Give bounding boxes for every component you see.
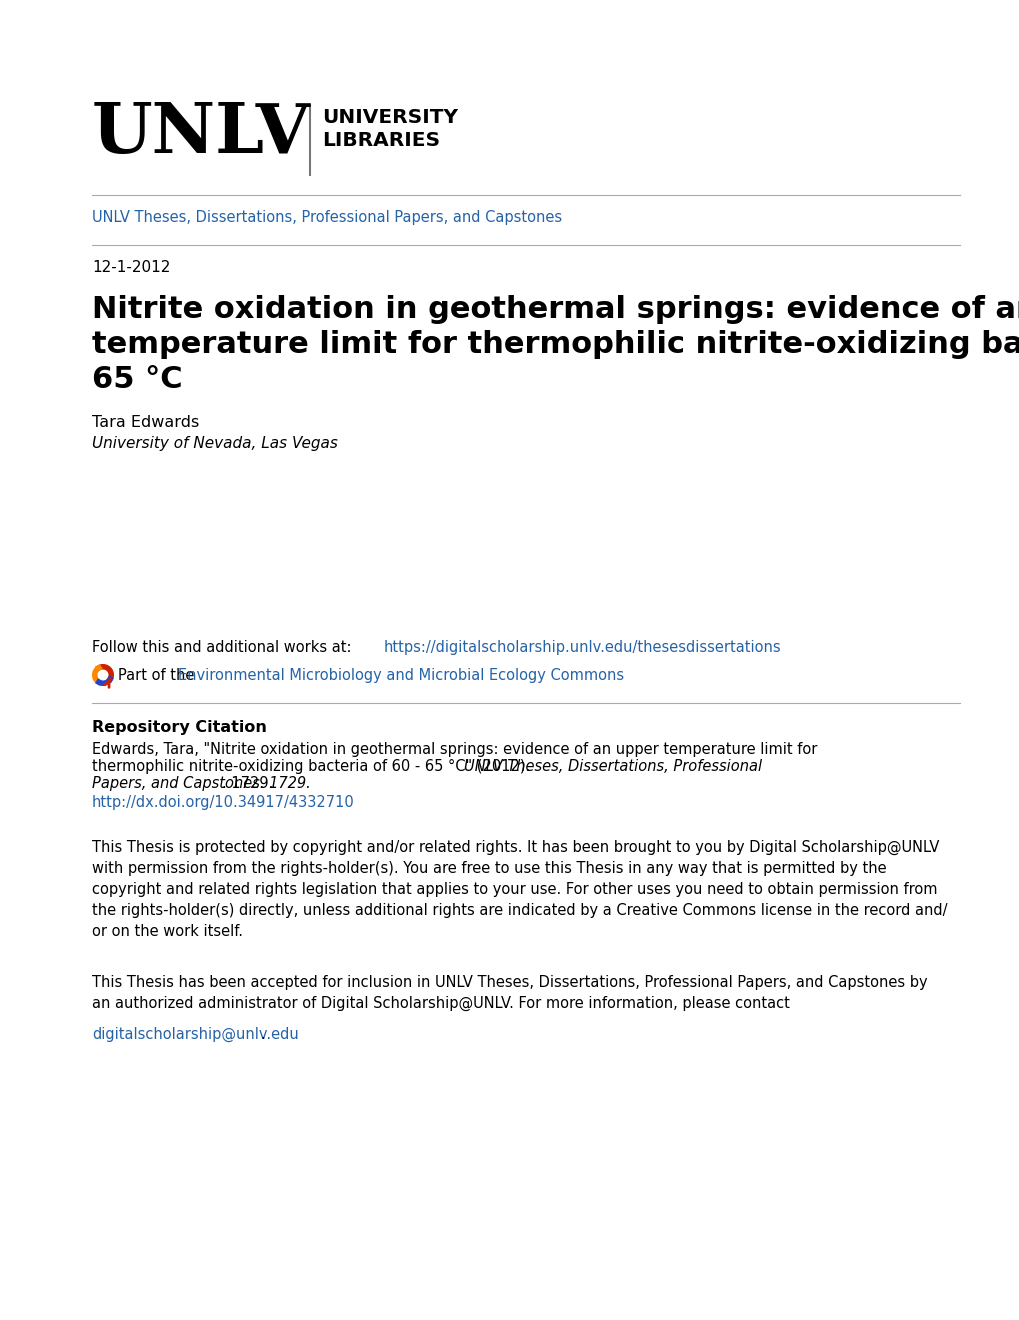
Text: UNLV Theses, Dissertations, Professional Papers, and Capstones: UNLV Theses, Dissertations, Professional… [92,210,561,224]
Text: This Thesis has been accepted for inclusion in UNLV Theses, Dissertations, Profe: This Thesis has been accepted for inclus… [92,975,926,1011]
Text: This Thesis is protected by copyright and/or related rights. It has been brought: This Thesis is protected by copyright an… [92,840,947,940]
Text: Environmental Microbiology and Microbial Ecology Commons: Environmental Microbiology and Microbial… [178,668,624,682]
Text: University of Nevada, Las Vegas: University of Nevada, Las Vegas [92,436,337,451]
Text: UNLV Theses, Dissertations, Professional: UNLV Theses, Dissertations, Professional [464,759,761,774]
Text: .: . [260,1027,265,1041]
Text: https://digitalscholarship.unlv.edu/thesesdissertations: https://digitalscholarship.unlv.edu/thes… [383,640,781,655]
Text: Nitrite oxidation in geothermal springs: evidence of an upper: Nitrite oxidation in geothermal springs:… [92,294,1019,323]
Text: Part of the: Part of the [118,668,199,682]
Text: Tara Edwards: Tara Edwards [92,414,199,430]
Text: 65 °C: 65 °C [92,366,182,393]
Text: http://dx.doi.org/10.34917/4332710: http://dx.doi.org/10.34917/4332710 [92,795,355,810]
Text: Follow this and additional works at:: Follow this and additional works at: [92,640,356,655]
Text: thermophilic nitrite-oxidizing bacteria of 60 - 65 °C" (2012).: thermophilic nitrite-oxidizing bacteria … [92,759,534,774]
Text: temperature limit for thermophilic nitrite-oxidizing bacteria of 60 -: temperature limit for thermophilic nitri… [92,330,1019,359]
Text: 12-1-2012: 12-1-2012 [92,260,170,275]
Text: . 1729.: . 1729. [222,776,273,791]
Text: Papers, and Capstones. 1729.: Papers, and Capstones. 1729. [92,776,311,791]
Text: UNIVERSITY
LIBRARIES: UNIVERSITY LIBRARIES [322,108,458,149]
Text: Edwards, Tara, "Nitrite oxidation in geothermal springs: evidence of an upper te: Edwards, Tara, "Nitrite oxidation in geo… [92,742,816,756]
Text: Repository Citation: Repository Citation [92,719,267,735]
Text: digitalscholarship@unlv.edu: digitalscholarship@unlv.edu [92,1027,299,1043]
Text: UNLV: UNLV [92,100,311,168]
